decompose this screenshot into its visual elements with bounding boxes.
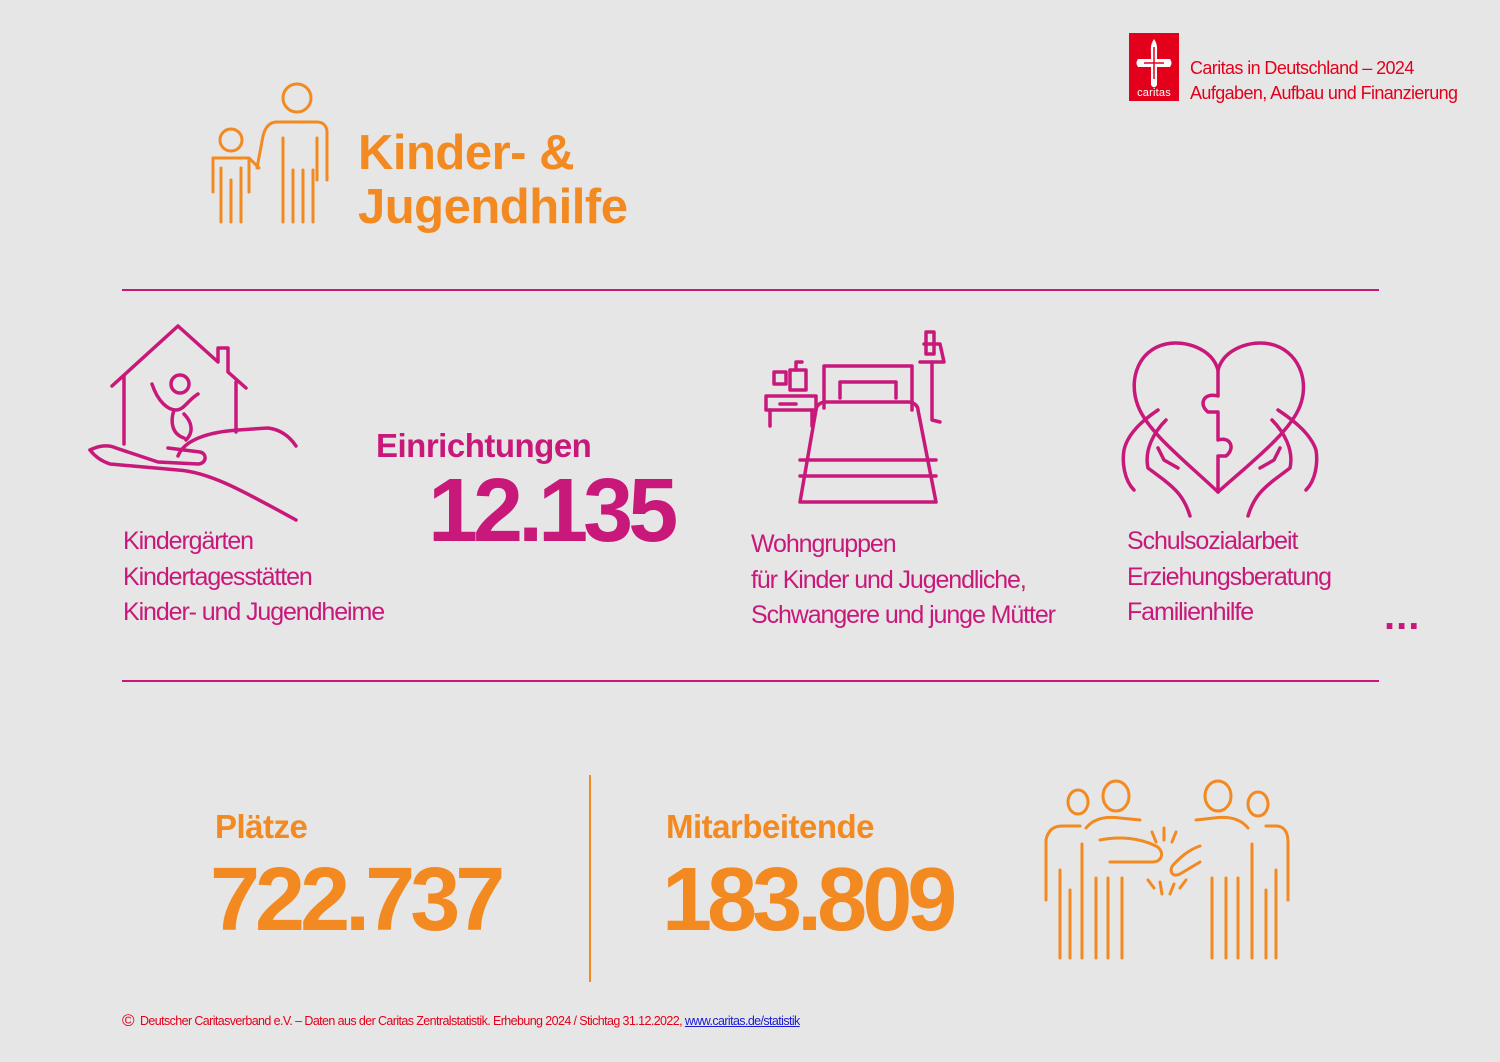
statistics-link[interactable]: www.caritas.de/statistik	[684, 1014, 800, 1028]
page-title: Kinder- & Jugendhilfe	[358, 126, 628, 234]
list-item: Familienhilfe	[1127, 598, 1254, 626]
list-item: Kinder- und Jugendheime	[123, 598, 385, 626]
facilities-label: Einrichtungen	[376, 427, 592, 464]
places-label: Plätze	[215, 808, 308, 845]
facility-group-services: Schulsozialarbeit Erziehungsberatung Fam…	[1127, 524, 1332, 631]
list-item: für Kinder und Jugendliche,	[751, 565, 1027, 594]
vertical-divider	[589, 775, 591, 982]
list-item: Erziehungsberatung	[1127, 562, 1332, 591]
title-line-2: Jugendhilfe	[358, 180, 628, 234]
facility-group-daycare: Kindergärten Kindertagesstätten Kinder- …	[123, 524, 385, 631]
brand-subtitle: Aufgaben, Aufbau und Finanzierung	[1190, 83, 1458, 103]
group-people-icon	[1044, 779, 1290, 960]
more-ellipsis: ...	[1384, 594, 1421, 638]
brand-title: Caritas in Deutschland – 2024	[1190, 58, 1414, 78]
hands-heart-icon	[1121, 341, 1319, 518]
list-item: Kindertagesstätten	[123, 562, 313, 591]
list-item: Schwangere und junge Mütter	[751, 601, 1056, 629]
title-line-1: Kinder- &	[358, 126, 575, 180]
facility-group-housing: Wohngruppen für Kinder und Jugendliche, …	[751, 527, 1056, 634]
copyright-symbol: ©	[122, 1011, 135, 1030]
list-item: Schulsozialarbeit	[1127, 527, 1298, 555]
footer-text: Deutscher Caritasverband e.V. – Daten au…	[139, 1014, 683, 1028]
flame-cross-icon	[1136, 39, 1172, 88]
hand-house-child-icon	[88, 324, 298, 522]
places-value: 722.737	[210, 850, 505, 950]
facilities-value: 12.135	[428, 461, 678, 561]
divider-bottom	[122, 680, 1379, 682]
footer: © Deutscher Caritasverband e.V. – Daten a…	[122, 1011, 800, 1031]
logo-wordmark: caritas	[1137, 87, 1171, 99]
list-item: Wohngruppen	[751, 530, 897, 558]
caritas-logo: caritas	[1129, 33, 1179, 101]
staff-label: Mitarbeitende	[666, 808, 875, 845]
adult-child-icon	[211, 82, 329, 224]
bedroom-icon	[764, 330, 946, 504]
list-item: Kindergärten	[123, 527, 254, 555]
staff-value: 183.809	[662, 850, 957, 950]
divider-top	[122, 289, 1379, 291]
